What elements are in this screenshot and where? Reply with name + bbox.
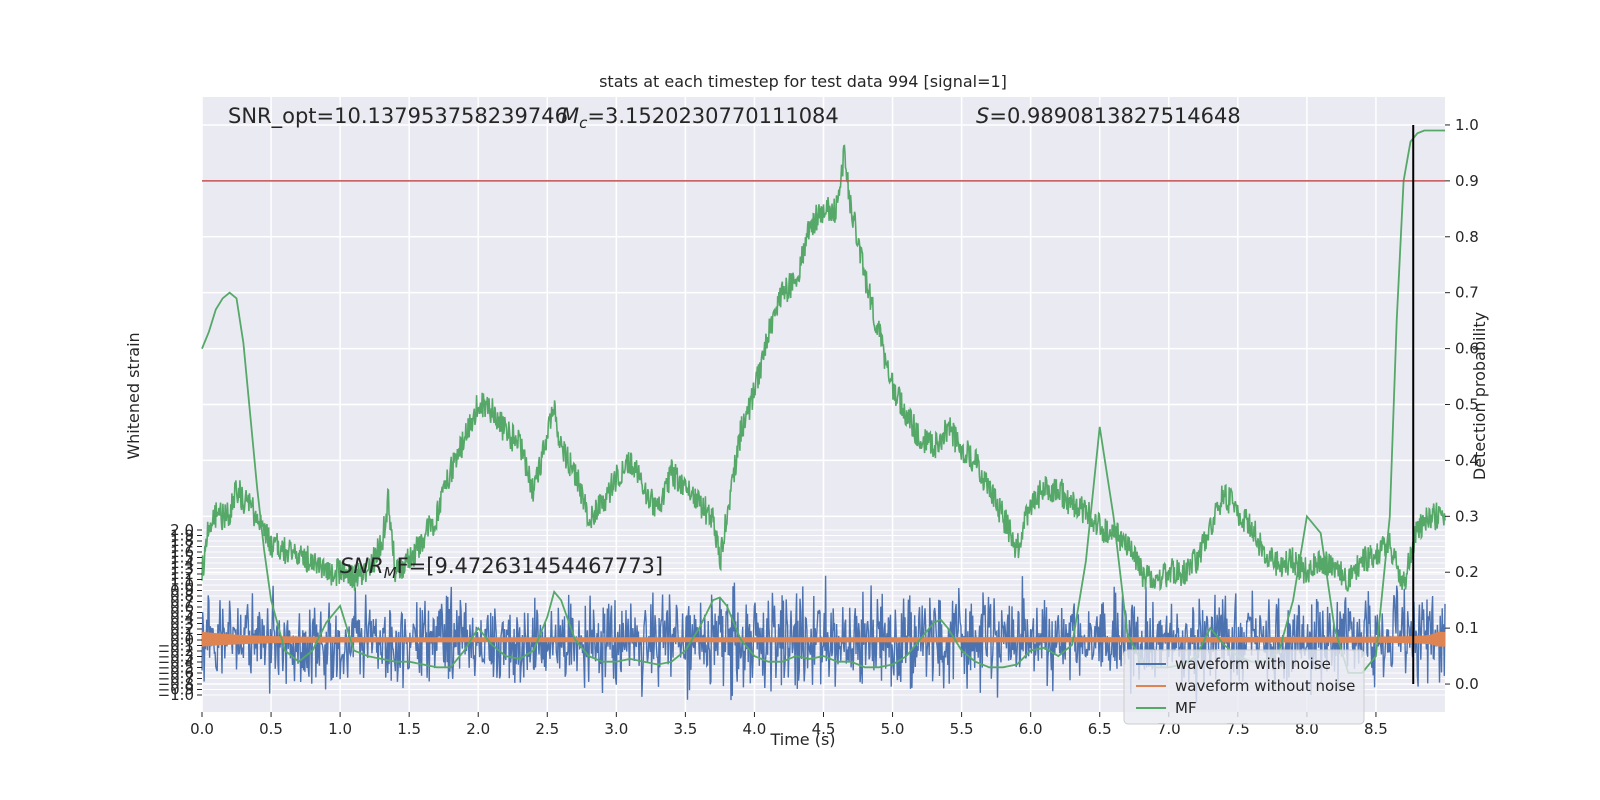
left-tick-label: 1.0 <box>170 576 194 594</box>
right-tick-label: 0.0 <box>1455 675 1479 693</box>
left-tick-label: 0.0 <box>170 631 194 649</box>
x-tick-label: 8.5 <box>1364 720 1388 738</box>
x-tick-label: 6.0 <box>1019 720 1043 738</box>
series-waveform-without-noise <box>201 631 1446 647</box>
left-tick-label: 1.2 <box>170 565 194 583</box>
legend-label-mf: MF <box>1175 699 1197 717</box>
s-value: =0.9890813827514648 <box>989 104 1240 128</box>
x-tick-label: 2.5 <box>535 720 559 738</box>
left-tick-label: −0.6 <box>158 664 194 682</box>
left-tick-label: 0.6 <box>170 598 194 616</box>
left-tick-label: −0.8 <box>158 675 194 693</box>
chirp-mass-value: =3.1520230770111084 <box>587 104 838 128</box>
annotation-s: S=0.9890813827514648 <box>976 104 1241 128</box>
x-tick-label: 5.0 <box>881 720 905 738</box>
x-tick-label: 3.0 <box>604 720 628 738</box>
series-detection-probability <box>201 144 1446 592</box>
left-tick-label: −0.5 <box>158 659 194 677</box>
left-tick-label: −0.9 <box>158 681 194 699</box>
right-axis-label: Detection probability <box>1470 312 1489 480</box>
left-axis-ticks: −1.0−0.9−0.8−0.7−0.6−0.5−0.4−0.3−0.2−0.1… <box>158 521 202 704</box>
left-axis-label: Whitened strain <box>124 332 143 459</box>
line-waveform-without-noise <box>201 631 1446 647</box>
left-tick-label: 0.1 <box>170 626 194 644</box>
snr-mf-subscript: M <box>384 564 397 582</box>
snr-mf-value: F=[9.472631454467773] <box>397 554 664 578</box>
annotation-snr-opt: SNR_opt=10.137953758239746 <box>228 104 568 129</box>
left-tick-label: 0.4 <box>170 609 194 627</box>
left-tick-label: 1.5 <box>170 549 194 567</box>
left-tick-label: 0.2 <box>170 620 194 638</box>
left-tick-label: −0.4 <box>158 653 194 671</box>
left-tick-label: 1.1 <box>170 571 194 589</box>
left-tick-label: −0.3 <box>158 648 194 666</box>
legend-label-waveform-without-noise: waveform without noise <box>1175 677 1355 695</box>
right-tick-label: 0.2 <box>1455 563 1479 581</box>
left-tick-label: 0.9 <box>170 582 194 600</box>
chirp-mass-symbol: M <box>561 104 579 128</box>
right-tick-label: 0.7 <box>1455 284 1479 302</box>
x-tick-label: 1.0 <box>328 720 352 738</box>
left-tick-label: 1.8 <box>170 532 194 550</box>
right-axis-ticks: 0.0 0.1 0.2 0.3 0.4 0.5 0.6 0.7 0.8 0.9 1.0 <box>1445 116 1479 693</box>
x-axis-ticks: 0.0 0.5 1.0 1.5 2.0 2.5 3.0 3.5 4.0 4.5 5.0 5.5 6.0 6… <box>190 712 1388 738</box>
left-tick-label: 0.7 <box>170 593 194 611</box>
x-tick-label: 4.5 <box>812 720 836 738</box>
right-tick-label: 0.4 <box>1455 451 1479 469</box>
chart-title: stats at each timestep for test data 994… <box>599 72 1007 91</box>
right-tick-label: 0.3 <box>1455 507 1479 525</box>
left-tick-label: −0.1 <box>158 637 194 655</box>
right-tick-label: 0.9 <box>1455 172 1479 190</box>
left-tick-label: −1.0 <box>158 686 194 704</box>
chirp-mass-subscript: c <box>579 114 588 132</box>
left-tick-label: 1.4 <box>170 554 194 572</box>
x-tick-label: 5.5 <box>950 720 974 738</box>
x-tick-label: 0.5 <box>259 720 283 738</box>
left-tick-label: −0.7 <box>158 670 194 688</box>
left-tick-label: 1.7 <box>170 538 194 556</box>
s-symbol: S <box>976 104 989 128</box>
x-tick-label: 6.5 <box>1088 720 1112 738</box>
x-tick-label: 4.0 <box>743 720 767 738</box>
snr-mf-symbol: SNR <box>340 554 384 578</box>
right-tick-label: 0.1 <box>1455 619 1479 637</box>
line-detection-probability <box>201 144 1446 592</box>
left-tick-label: 0.3 <box>170 615 194 633</box>
left-tick-label: 0.8 <box>170 587 194 605</box>
left-tick-label: 1.3 <box>170 560 194 578</box>
annotation-snr-mf: SNRMF=[9.472631454467773] <box>340 554 663 582</box>
left-tick-label: 1.6 <box>170 543 194 561</box>
x-tick-label: 1.5 <box>397 720 421 738</box>
left-tick-label: 0.5 <box>170 604 194 622</box>
left-tick-label: 1.9 <box>170 527 194 545</box>
right-tick-label: 1.0 <box>1455 116 1479 134</box>
left-tick-label: −0.2 <box>158 642 194 660</box>
legend-label-waveform-with-noise: waveform with noise <box>1175 655 1331 673</box>
annotation-chirp-mass: Mc=3.1520230770111084 <box>561 104 839 132</box>
x-axis-label: Time (s) <box>769 730 835 749</box>
legend: waveform with noise waveform without noi… <box>1123 649 1365 725</box>
x-tick-label: 3.5 <box>673 720 697 738</box>
left-tick-label: 2.0 <box>170 521 194 539</box>
x-tick-label: 0.0 <box>190 720 214 738</box>
right-tick-label: 0.8 <box>1455 228 1479 246</box>
x-tick-label: 2.0 <box>466 720 490 738</box>
grid-lines <box>201 97 1445 712</box>
right-tick-label: 0.6 <box>1455 340 1479 358</box>
right-tick-label: 0.5 <box>1455 396 1479 414</box>
